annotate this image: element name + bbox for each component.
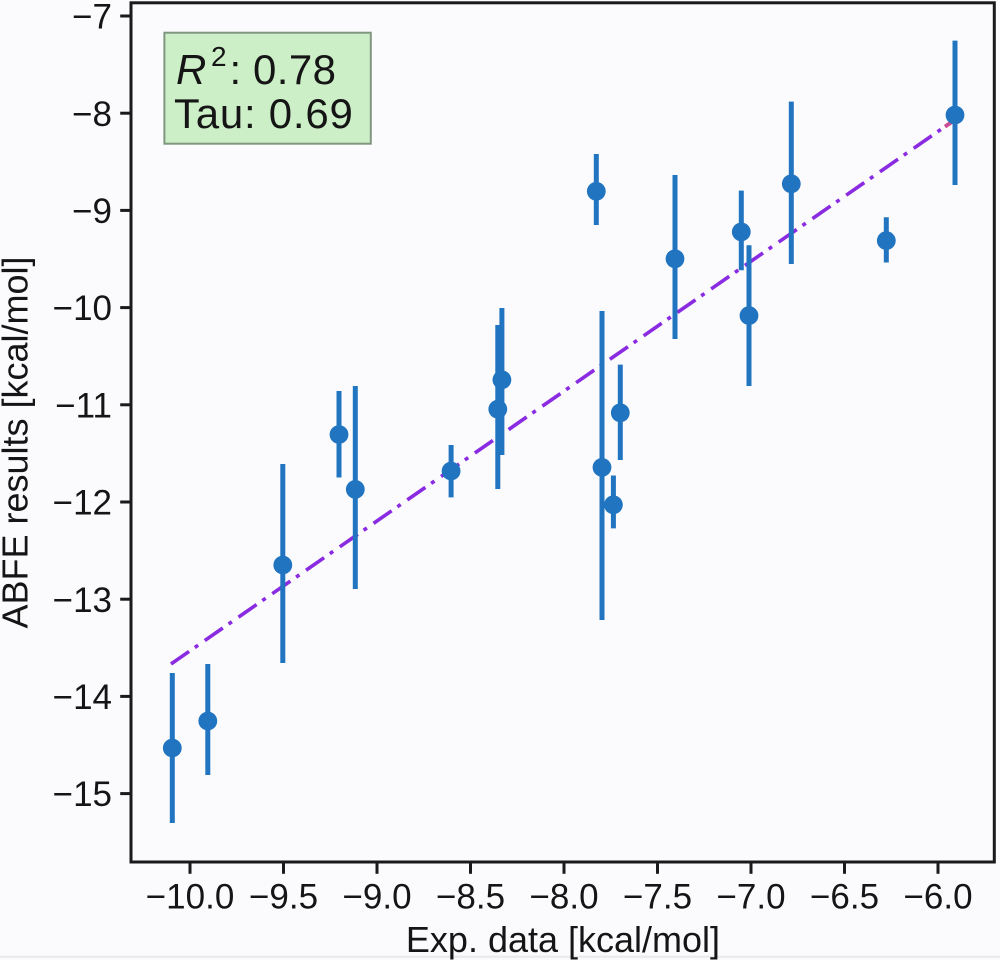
svg-text:Exp. data [kcal/mol]: Exp. data [kcal/mol] xyxy=(406,919,720,960)
svg-text:R: R xyxy=(176,46,206,93)
svg-text:−15: −15 xyxy=(53,775,112,814)
svg-text:−13: −13 xyxy=(53,581,112,620)
svg-text:−8.5: −8.5 xyxy=(436,878,505,917)
svg-text:−6.5: −6.5 xyxy=(810,878,879,917)
svg-text:0.78: 0.78 xyxy=(253,46,336,93)
svg-text:−11: −11 xyxy=(55,386,112,425)
svg-text:−7: −7 xyxy=(72,0,112,37)
svg-text:ABFE results [kcal/mol]: ABFE results [kcal/mol] xyxy=(0,256,36,628)
svg-text:−9.0: −9.0 xyxy=(342,878,411,917)
svg-text:−7.0: −7.0 xyxy=(716,878,785,917)
svg-text:2: 2 xyxy=(211,41,227,72)
svg-text:Tau: 0.69: Tau: 0.69 xyxy=(174,90,354,137)
svg-text::: : xyxy=(230,46,242,93)
svg-text:−8: −8 xyxy=(72,95,112,134)
svg-text:−6.0: −6.0 xyxy=(903,878,972,917)
svg-text:−10: −10 xyxy=(53,289,112,328)
svg-text:−9: −9 xyxy=(72,192,112,231)
svg-text:−12: −12 xyxy=(53,484,112,523)
svg-text:−7.5: −7.5 xyxy=(623,878,692,917)
svg-text:−10.0: −10.0 xyxy=(146,878,235,917)
svg-text:−8.0: −8.0 xyxy=(529,878,598,917)
svg-text:−9.5: −9.5 xyxy=(249,878,318,917)
svg-text:−14: −14 xyxy=(53,678,112,717)
